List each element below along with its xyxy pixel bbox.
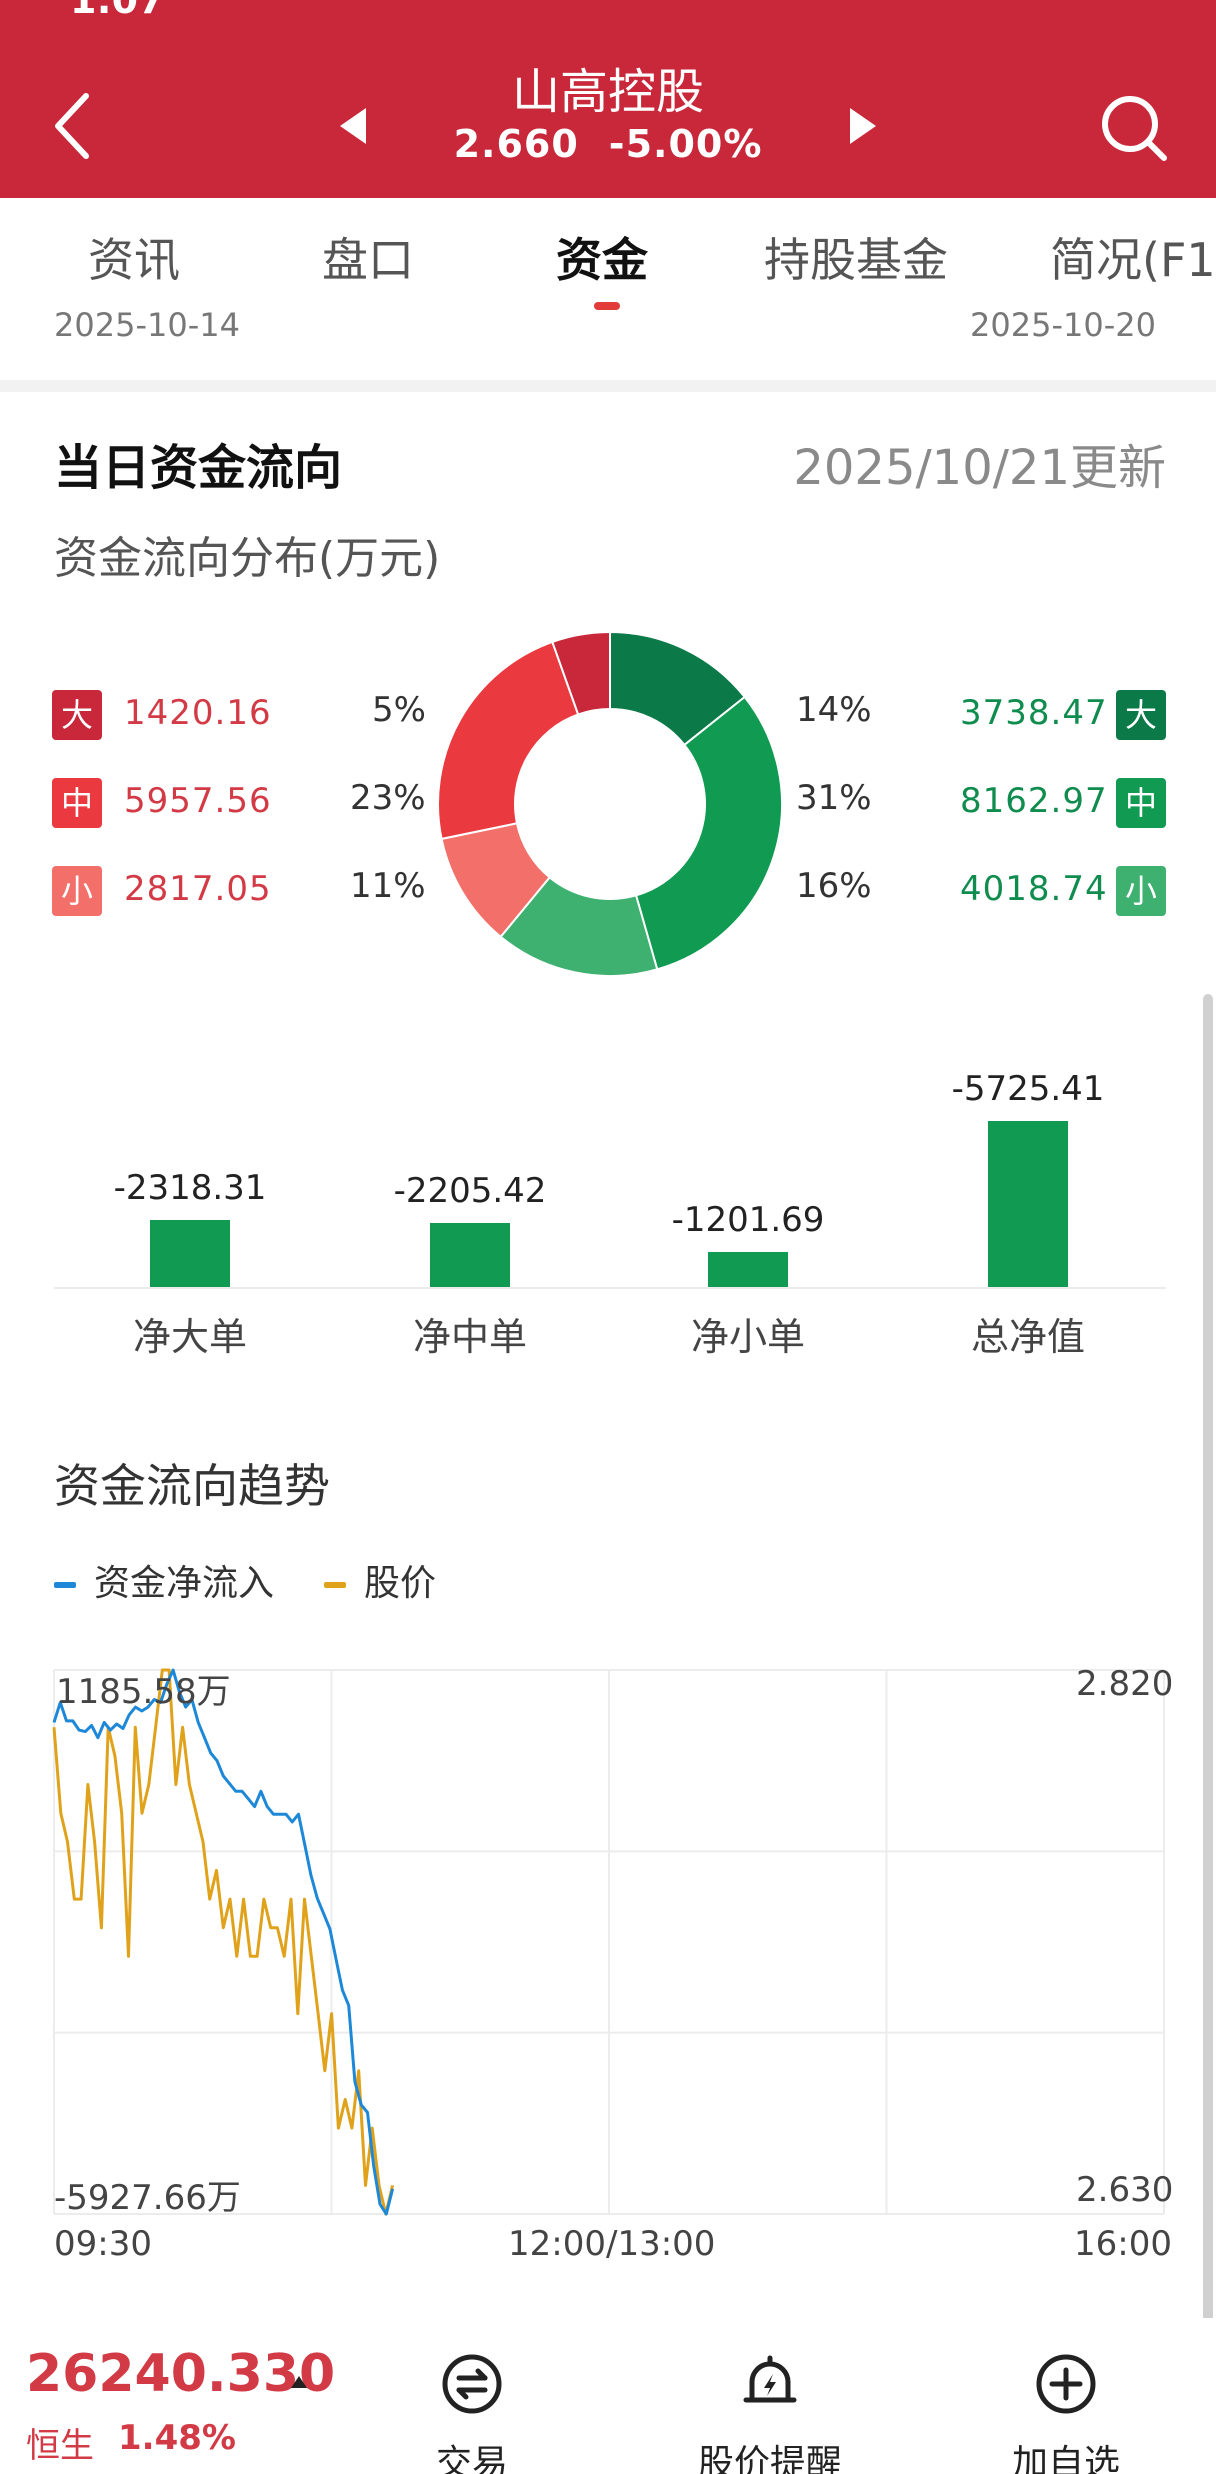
top-header: 1:07 山高控股 2.660 -5.00% [0,0,1216,198]
x-label-close: 16:00 [1074,2224,1172,2264]
outflow-large-tag: 大 [1116,690,1166,740]
inflow-large-amount: 1420.16 [124,693,272,733]
inflow-small-amount: 2817.05 [124,869,272,909]
price-alert-button[interactable]: 股价提醒 [680,2352,860,2474]
legend-price-label: 股价 [364,1563,437,1604]
bar-net-large [150,1219,230,1287]
bar-net-medium [430,1223,510,1287]
price-alert-label: 股价提醒 [697,2443,842,2474]
back-arrow-icon[interactable] [48,88,98,164]
bar-value-net-small: -1201.69 [671,1200,825,1241]
tab-profile[interactable]: 简况(F10) [1050,233,1216,287]
donut-slice-out-medium [634,695,783,971]
bar-category-net-small: 净小单 [690,1315,805,1359]
stock-name: 山高控股 [511,64,704,120]
date-end: 2025-10-20 [970,306,1156,344]
tab-active-indicator [594,302,620,310]
stock-quote: 2.660 -5.00% [0,122,1216,166]
outflow-small-amount: 4018.74 [960,869,1108,909]
inflow-large-pct: 5% [372,690,426,730]
trend-line-price [52,1668,395,2216]
inflow-medium-amount: 5957.56 [124,781,272,821]
legend-price-swatch [324,1582,346,1588]
trend-line-net-inflow [52,1668,395,2216]
outflow-medium-tag: 中 [1116,778,1166,828]
outflow-small-pct: 16% [796,866,872,906]
search-icon[interactable] [1096,90,1172,166]
bar-net-total [988,1121,1068,1287]
donut-slice-in-medium [437,640,580,841]
daily-flow-title: 当日资金流向 [54,440,343,496]
tab-news[interactable]: 资讯 [88,233,180,287]
bar-value-net-large: -2318.31 [113,1167,267,1208]
bar-value-net-total: -5725.41 [951,1069,1105,1109]
section-divider [0,380,1216,392]
y-left-max-label: 1185.58万 [56,1672,231,1712]
prev-stock-icon[interactable] [338,106,368,146]
hsi-index-pct: 1.48% [118,2418,236,2458]
y-right-min-label: 2.630 [1076,2170,1174,2210]
bar-net-small [708,1252,788,1287]
distribution-subtitle: 资金流向分布(万元) [54,533,441,584]
add-circle-icon [1036,2354,1096,2414]
bar-category-net-medium: 净中单 [412,1315,527,1359]
outflow-small-tag: 小 [1116,866,1166,916]
legend-flow: 资金净流入 [54,1554,274,1606]
trend-title: 资金流向趋势 [54,1459,330,1513]
date-start: 2025-10-14 [54,306,240,344]
update-time: 2025/10/21更新 [793,440,1166,496]
inflow-medium-pct: 23% [350,778,426,818]
tab-bar: 资讯 盘口 资金 持股基金 简况(F10) [0,198,1216,316]
x-label-midday: 12:00/13:00 [508,2224,716,2264]
hsi-index-value[interactable]: 26240.330 [26,2344,336,2404]
tab-holding-funds[interactable]: 持股基金 [764,233,948,287]
hsi-index-name: 恒生 [26,2426,94,2466]
donut-slice-in-large [551,630,611,716]
bottom-bar: 26240.330 恒生 1.48% 交易 股价提醒 加自选 [0,2318,1216,2474]
legend-price: 股价 [324,1554,436,1606]
bar-value-net-medium: -2205.42 [393,1171,547,1212]
alarm-bell-icon [743,2355,797,2403]
add-watchlist-label: 加自选 [1011,2443,1120,2474]
outflow-medium-pct: 31% [796,778,872,818]
x-label-open: 09:30 [54,2224,152,2264]
tab-funds[interactable]: 资金 [556,233,648,287]
flow-donut-chart [437,630,783,977]
y-right-max-label: 2.820 [1076,1664,1174,1704]
bar-category-net-large: 净大单 [132,1315,247,1359]
stock-change-pct: -5.00% [608,122,763,166]
inflow-small-tag: 小 [52,866,102,916]
trade-button[interactable]: 交易 [382,2352,562,2474]
stock-price: 2.660 [453,122,579,166]
index-up-arrow-icon [291,2376,307,2388]
outflow-medium-amount: 8162.97 [960,781,1108,821]
inflow-large-tag: 大 [52,690,102,740]
trade-label: 交易 [435,2443,508,2474]
page-scrollbar[interactable] [1203,994,1213,2334]
inflow-medium-tag: 中 [52,778,102,828]
legend-flow-swatch [54,1582,76,1588]
next-stock-icon[interactable] [848,106,878,146]
y-left-min-label: -5927.66万 [54,2178,241,2218]
tab-orderbook[interactable]: 盘口 [322,233,414,287]
status-time: 1:07 [70,0,165,22]
outflow-large-amount: 3738.47 [960,693,1108,733]
legend-flow-label: 资金净流入 [94,1563,275,1604]
outflow-large-pct: 14% [796,690,872,730]
exchange-icon [442,2354,502,2414]
fund-trend-line-chart [52,1668,1165,2216]
inflow-small-pct: 11% [350,866,426,906]
bar-category-net-total: 总净值 [970,1315,1085,1359]
add-watchlist-button[interactable]: 加自选 [976,2352,1156,2474]
bar-baseline [54,1287,1166,1289]
